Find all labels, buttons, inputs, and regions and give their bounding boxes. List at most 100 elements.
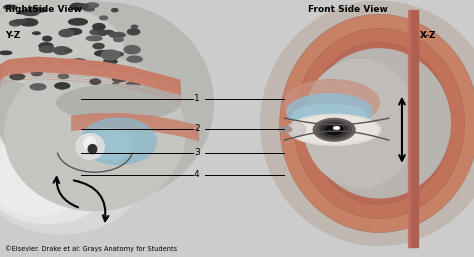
Text: RightSide View: RightSide View — [5, 5, 82, 14]
Ellipse shape — [85, 128, 133, 159]
Ellipse shape — [124, 46, 140, 54]
Text: ©Elsevier. Drake et al: Grays Anatomy for Students: ©Elsevier. Drake et al: Grays Anatomy fo… — [5, 246, 177, 252]
Ellipse shape — [90, 79, 100, 84]
Text: X-Z: X-Z — [419, 31, 436, 40]
Ellipse shape — [0, 134, 90, 216]
Ellipse shape — [44, 64, 51, 67]
Bar — [408, 10, 410, 247]
Ellipse shape — [78, 4, 88, 9]
Text: 3: 3 — [194, 148, 200, 158]
Ellipse shape — [86, 3, 99, 7]
Ellipse shape — [55, 83, 70, 89]
Ellipse shape — [322, 57, 436, 190]
Ellipse shape — [59, 30, 73, 37]
Bar — [409, 10, 418, 247]
Ellipse shape — [279, 126, 292, 132]
Ellipse shape — [39, 46, 55, 52]
Ellipse shape — [93, 43, 104, 49]
Ellipse shape — [84, 7, 94, 11]
Ellipse shape — [0, 8, 123, 85]
Ellipse shape — [81, 118, 156, 164]
Ellipse shape — [33, 32, 40, 34]
Ellipse shape — [294, 28, 465, 218]
Ellipse shape — [76, 134, 104, 159]
Ellipse shape — [0, 111, 145, 234]
Ellipse shape — [19, 19, 38, 26]
Ellipse shape — [308, 42, 450, 204]
Ellipse shape — [71, 59, 86, 64]
Ellipse shape — [86, 36, 102, 41]
Ellipse shape — [57, 85, 180, 121]
Ellipse shape — [0, 51, 12, 54]
Ellipse shape — [334, 127, 339, 129]
Ellipse shape — [93, 24, 105, 30]
Ellipse shape — [128, 29, 140, 35]
Ellipse shape — [65, 29, 82, 35]
Ellipse shape — [0, 0, 156, 95]
Ellipse shape — [110, 52, 123, 56]
Text: 4: 4 — [194, 170, 200, 179]
Ellipse shape — [88, 144, 97, 154]
Ellipse shape — [58, 74, 68, 78]
Ellipse shape — [292, 104, 367, 130]
Ellipse shape — [288, 114, 380, 145]
Ellipse shape — [75, 59, 85, 64]
Ellipse shape — [101, 50, 120, 60]
Ellipse shape — [112, 77, 127, 82]
Ellipse shape — [9, 21, 21, 26]
Ellipse shape — [99, 69, 114, 76]
Ellipse shape — [70, 3, 84, 10]
Ellipse shape — [112, 8, 118, 12]
Ellipse shape — [39, 43, 53, 49]
Ellipse shape — [131, 25, 137, 28]
Text: 2: 2 — [194, 124, 200, 133]
Ellipse shape — [5, 57, 185, 211]
Ellipse shape — [30, 84, 46, 90]
Ellipse shape — [4, 5, 17, 9]
Ellipse shape — [65, 49, 72, 52]
Ellipse shape — [0, 3, 213, 203]
Ellipse shape — [10, 74, 25, 80]
Ellipse shape — [29, 8, 46, 12]
Ellipse shape — [321, 123, 347, 137]
Ellipse shape — [126, 82, 139, 89]
Ellipse shape — [100, 16, 108, 20]
Ellipse shape — [114, 38, 123, 42]
Ellipse shape — [308, 49, 450, 198]
Ellipse shape — [54, 47, 70, 54]
Ellipse shape — [280, 14, 474, 233]
Polygon shape — [71, 113, 199, 141]
Ellipse shape — [84, 137, 96, 151]
Ellipse shape — [58, 86, 65, 89]
Ellipse shape — [0, 126, 114, 224]
Text: 1: 1 — [194, 94, 200, 104]
Ellipse shape — [287, 94, 372, 130]
Ellipse shape — [104, 59, 117, 64]
Ellipse shape — [109, 32, 125, 38]
Text: Y-Z: Y-Z — [5, 31, 20, 40]
Ellipse shape — [35, 64, 49, 68]
Ellipse shape — [113, 77, 124, 80]
Text: Front Side View: Front Side View — [308, 5, 388, 14]
Ellipse shape — [292, 116, 377, 143]
Ellipse shape — [99, 31, 107, 35]
Ellipse shape — [14, 20, 26, 24]
Ellipse shape — [261, 1, 474, 245]
Ellipse shape — [18, 11, 24, 14]
Ellipse shape — [31, 70, 42, 76]
Ellipse shape — [284, 80, 379, 126]
Ellipse shape — [90, 29, 105, 35]
Ellipse shape — [102, 30, 114, 34]
Ellipse shape — [22, 9, 39, 16]
Ellipse shape — [337, 72, 422, 175]
Ellipse shape — [325, 125, 343, 135]
Ellipse shape — [43, 36, 52, 41]
Ellipse shape — [317, 121, 351, 139]
Polygon shape — [0, 57, 180, 95]
Ellipse shape — [69, 19, 87, 25]
Ellipse shape — [127, 56, 142, 62]
Ellipse shape — [313, 118, 355, 141]
Ellipse shape — [303, 59, 417, 188]
Ellipse shape — [287, 123, 306, 136]
Ellipse shape — [113, 83, 118, 85]
